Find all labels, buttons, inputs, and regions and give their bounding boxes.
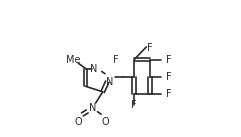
Text: N: N xyxy=(89,103,96,113)
Text: O: O xyxy=(102,117,109,127)
Text: F: F xyxy=(147,43,153,53)
Text: F: F xyxy=(113,55,118,65)
Text: Me: Me xyxy=(66,55,80,65)
Text: F: F xyxy=(166,55,171,65)
Text: F: F xyxy=(166,72,171,82)
Text: O: O xyxy=(74,117,82,127)
Text: N: N xyxy=(90,64,97,73)
Text: F: F xyxy=(166,89,171,99)
Text: N: N xyxy=(106,77,113,87)
Text: F: F xyxy=(131,100,137,110)
